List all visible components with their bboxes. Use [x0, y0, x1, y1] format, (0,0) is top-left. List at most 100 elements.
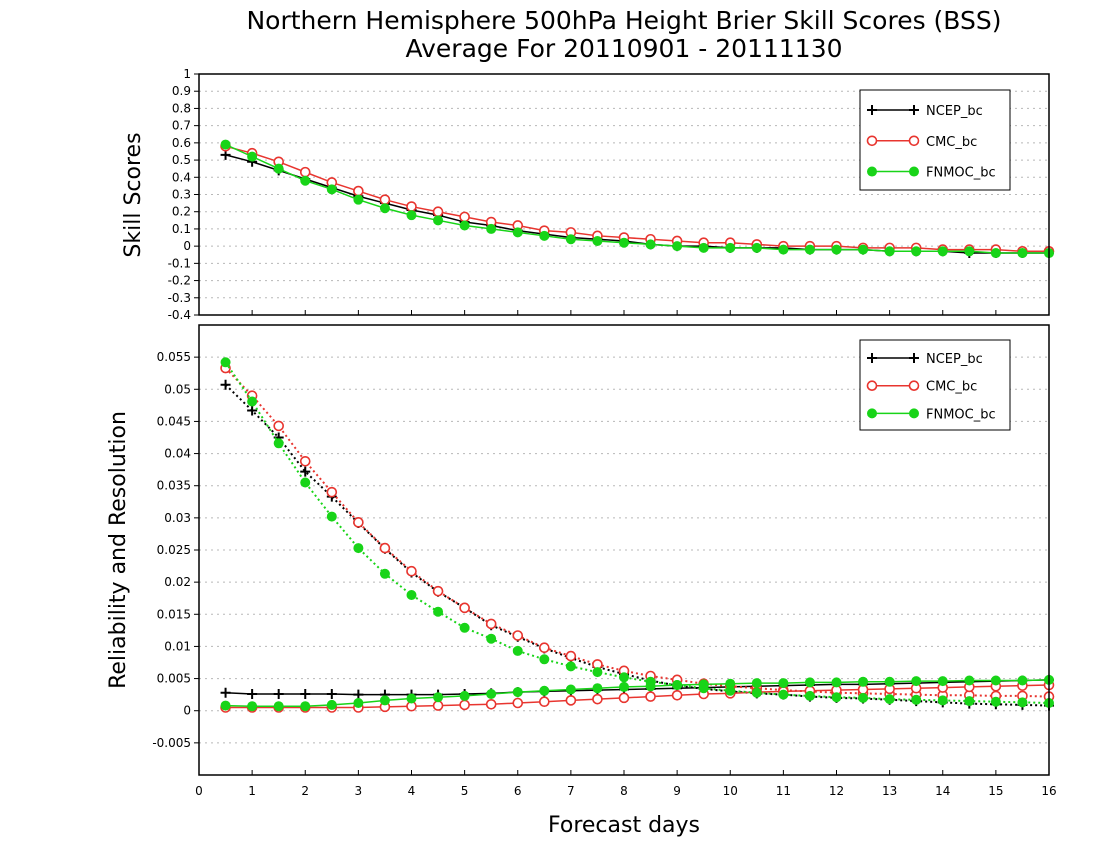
data-point — [964, 696, 975, 707]
data-point — [645, 691, 656, 702]
data-point — [671, 689, 683, 701]
data-point — [220, 139, 231, 150]
legend-label: FNMOC_bc — [926, 407, 996, 422]
data-point — [565, 695, 577, 706]
data-point — [619, 681, 629, 692]
data-point — [937, 695, 948, 706]
top-panel-ylabel: Skill Scores — [121, 132, 146, 257]
data-point — [433, 215, 444, 226]
x-tick-label: 8 — [620, 784, 628, 798]
data-point — [273, 701, 284, 712]
data-point — [432, 206, 444, 218]
x-tick-label: 16 — [1041, 784, 1056, 798]
data-point — [990, 696, 1001, 707]
y-tick-label: 0 — [183, 704, 191, 718]
data-point — [299, 166, 311, 178]
bottom-panel-ylabel: Reliability and Resolution — [106, 411, 131, 689]
data-point — [592, 667, 603, 678]
data-point — [300, 175, 311, 186]
data-point — [725, 678, 736, 689]
data-point — [486, 633, 497, 644]
data-point — [485, 698, 497, 710]
y-tick-label: 0.8 — [172, 101, 191, 115]
y-tick-label: -0.005 — [152, 736, 191, 750]
y-tick-label: 0.02 — [164, 575, 191, 589]
y-tick-label: 0.1 — [172, 222, 191, 236]
bottom-panel: -0.005 0 0.005 0.01 0.015 0.02 0.025 0.03 0.035 0… — [152, 324, 1057, 798]
data-point — [858, 676, 869, 687]
chart-title-line2: Average For 20110901 - 20111130 — [405, 34, 842, 63]
data-point — [990, 248, 1001, 259]
data-point — [804, 244, 815, 255]
data-point — [326, 184, 337, 195]
data-point — [672, 680, 683, 690]
y-tick-label: 0.2 — [172, 205, 191, 219]
data-point — [964, 246, 975, 257]
data-point — [300, 689, 311, 699]
y-tick-label: 0.05 — [164, 382, 191, 396]
x-tick-label: 10 — [723, 784, 738, 798]
y-tick-label: 0.9 — [172, 84, 191, 98]
legend-marker — [908, 135, 920, 147]
legend-marker — [866, 380, 878, 391]
x-tick-label: 13 — [882, 784, 897, 798]
legend-label: NCEP_bc — [926, 104, 983, 119]
y-tick-label: 0.6 — [172, 136, 191, 150]
data-point — [485, 618, 497, 630]
legend-marker — [867, 353, 877, 363]
data-point — [486, 689, 497, 699]
x-tick-label: 11 — [776, 784, 791, 798]
data-point — [937, 246, 948, 257]
x-tick-label: 2 — [301, 784, 309, 798]
data-point — [884, 246, 895, 257]
data-point — [539, 654, 550, 665]
data-point — [592, 683, 603, 694]
legend-marker — [909, 105, 919, 115]
data-point — [592, 693, 603, 705]
x-tick-label: 3 — [355, 784, 363, 798]
data-point — [592, 235, 603, 246]
data-point — [247, 151, 258, 162]
data-point — [751, 242, 762, 253]
x-tick-label: 0 — [195, 784, 203, 798]
data-point — [300, 701, 311, 712]
legend-label: CMC_bc — [926, 135, 977, 150]
data-point — [459, 602, 470, 614]
data-point — [672, 241, 683, 252]
data-point — [512, 630, 524, 641]
y-tick-label: -0.3 — [168, 291, 191, 305]
y-tick-label: 0 — [183, 239, 191, 253]
legend-label: FNMOC_bc — [926, 166, 996, 181]
data-point — [645, 681, 656, 692]
data-point — [831, 677, 842, 688]
data-point — [539, 696, 550, 708]
data-point — [300, 477, 311, 488]
y-tick-label: 1 — [183, 67, 191, 81]
data-point — [858, 692, 869, 703]
legend-marker — [867, 105, 877, 115]
data-point — [937, 676, 948, 687]
data-point — [539, 230, 550, 241]
y-tick-label: -0.2 — [168, 274, 191, 288]
data-point — [698, 679, 709, 690]
data-point — [247, 396, 258, 407]
y-tick-label: 0.7 — [172, 119, 191, 133]
x-tick-label: 15 — [988, 784, 1003, 798]
data-point — [1017, 697, 1028, 708]
data-point — [778, 244, 789, 255]
data-point — [804, 690, 815, 701]
data-point — [300, 466, 311, 477]
data-point — [432, 585, 444, 597]
y-tick-label: 0.4 — [172, 170, 191, 184]
data-point — [247, 405, 258, 416]
y-tick-label: 0.5 — [172, 153, 191, 167]
data-point — [512, 227, 523, 238]
data-point — [273, 163, 284, 174]
data-point — [247, 701, 258, 712]
data-point — [353, 517, 364, 528]
x-tick-label: 4 — [408, 784, 416, 798]
y-tick-label: 0.005 — [157, 672, 191, 686]
data-point — [911, 676, 922, 687]
data-point — [884, 676, 895, 687]
data-point — [379, 542, 391, 554]
